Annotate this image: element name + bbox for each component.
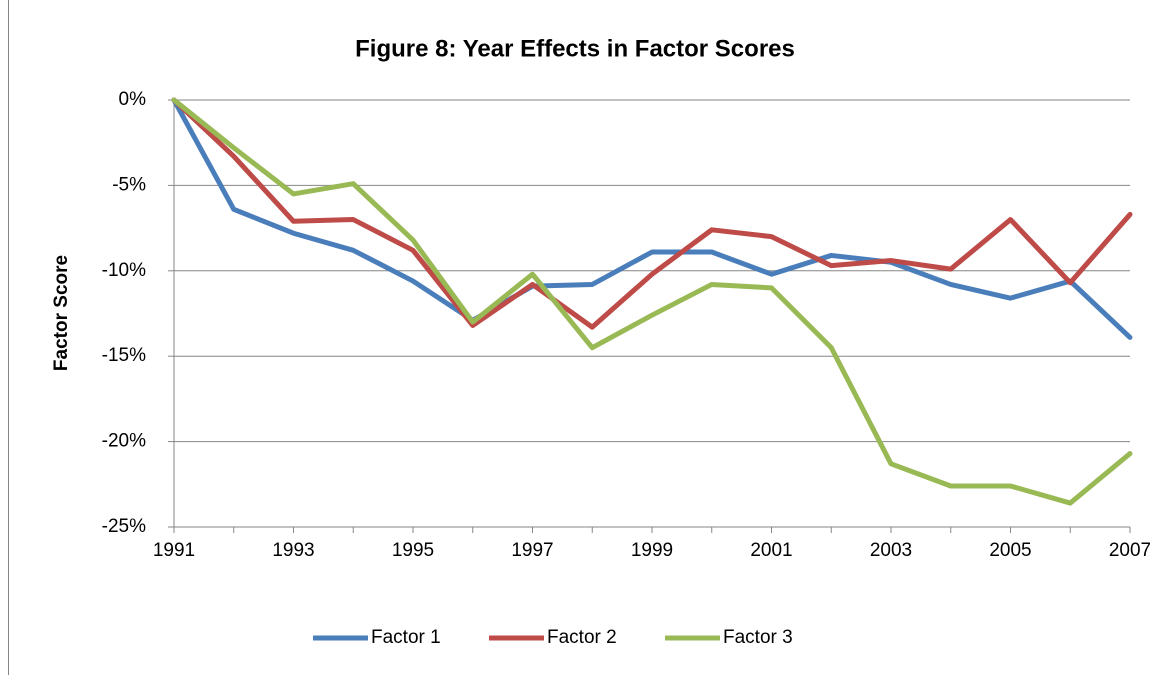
- legend-label: Factor 3: [723, 627, 793, 648]
- y-tick-label: -15%: [102, 345, 146, 366]
- x-tick-label: 2005: [989, 540, 1031, 561]
- y-tick-label: -20%: [102, 431, 146, 452]
- y-axis-label: Factor Score: [51, 255, 72, 371]
- y-tick-label: 0%: [119, 89, 147, 110]
- x-tick-label: 1991: [153, 540, 195, 561]
- x-tick-label: 1999: [631, 540, 673, 561]
- legend-label: Factor 1: [371, 627, 441, 648]
- legend-label: Factor 2: [547, 627, 617, 648]
- x-tick-label: 1997: [511, 540, 553, 561]
- y-tick-label: -5%: [112, 174, 146, 195]
- chart-title: Figure 8: Year Effects in Factor Scores: [355, 35, 795, 62]
- data-line: [171, 97, 1133, 506]
- data-line: [171, 97, 1133, 340]
- x-tick-label: 1995: [392, 540, 434, 561]
- x-tick-label: 2003: [870, 540, 912, 561]
- data-line: [171, 97, 1133, 330]
- x-tick-label: 2007: [1109, 540, 1150, 561]
- y-tick-label: -25%: [102, 516, 146, 537]
- x-tick-label: 1993: [272, 540, 314, 561]
- x-tick-label: 2001: [750, 540, 792, 561]
- y-tick-label: -10%: [102, 260, 146, 281]
